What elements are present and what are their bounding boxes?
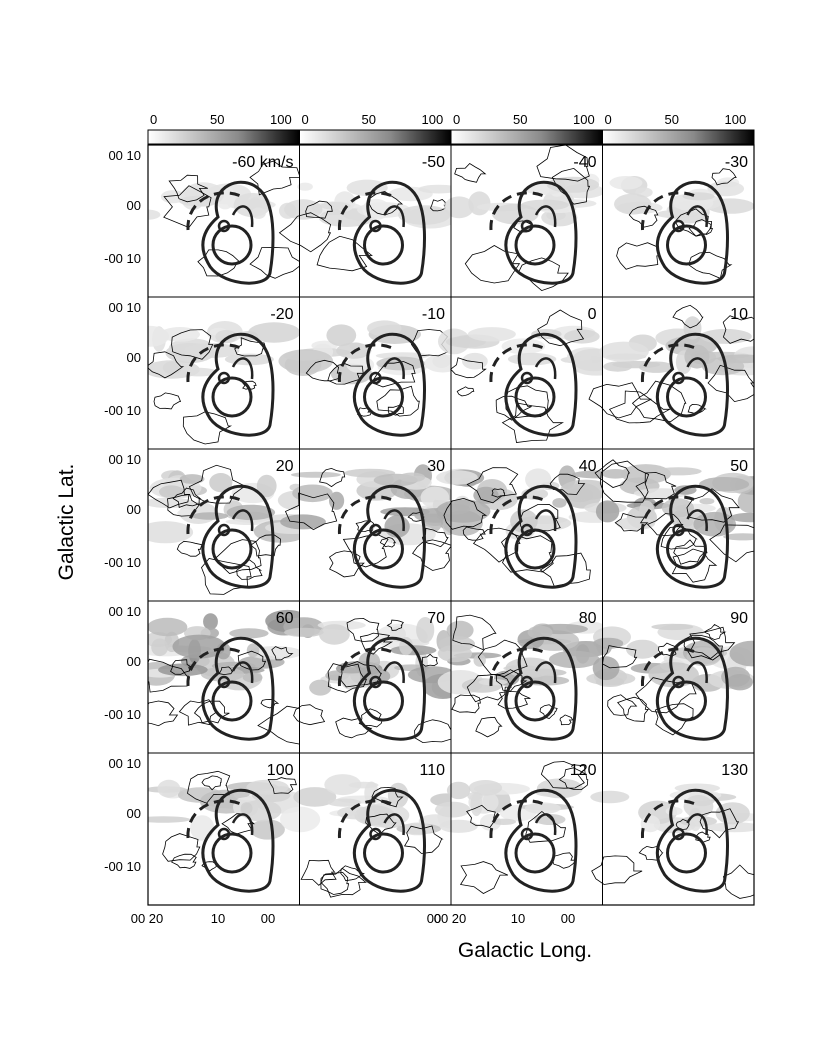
colorbar-tick-label: 0 bbox=[302, 112, 309, 127]
long-tick-label: 00 bbox=[561, 911, 575, 926]
colorbar bbox=[602, 129, 755, 145]
colorbar-tick-label: 50 bbox=[362, 112, 376, 127]
panel-velocity-labels: -60 km/s -50 -40 -30 -20 -10 0 10 20 30 40 50 60 70 80… bbox=[232, 154, 748, 779]
lat-tick-label: 00 bbox=[127, 654, 141, 669]
velocity-label: -20 bbox=[270, 306, 293, 323]
velocity-label: 70 bbox=[427, 610, 445, 627]
long-tick-label: 00 20 bbox=[131, 911, 164, 926]
lat-tick-label: 00 bbox=[127, 502, 141, 517]
velocity-label: 30 bbox=[427, 458, 445, 475]
lat-tick-label: -00 10 bbox=[104, 859, 141, 874]
axes: Galactic Lat. Galactic Long. 00 10 00 -00 … bbox=[55, 148, 592, 962]
channel-panel bbox=[278, 297, 461, 449]
channel-panel bbox=[588, 297, 754, 449]
channel-panel bbox=[280, 449, 464, 601]
colorbar-tick-label: 50 bbox=[210, 112, 224, 127]
colorbar-tick-label: 100 bbox=[725, 112, 747, 127]
channel-panel bbox=[148, 297, 301, 449]
lat-tick-label: -00 10 bbox=[104, 707, 141, 722]
lat-tick-label: 00 10 bbox=[108, 756, 141, 771]
colorbar-tick-label: 0 bbox=[150, 112, 157, 127]
channel-panel bbox=[278, 145, 459, 297]
colorbar-tick-label: 100 bbox=[270, 112, 292, 127]
lat-tick-label: 00 10 bbox=[108, 148, 141, 163]
colorbar bbox=[450, 129, 603, 145]
velocity-label: 120 bbox=[570, 762, 597, 779]
velocity-label: -50 bbox=[422, 154, 445, 171]
velocity-label: 50 bbox=[730, 458, 748, 475]
colorbar-tick-label: 0 bbox=[453, 112, 460, 127]
velocity-label: 110 bbox=[419, 762, 445, 779]
colorbar-tick-label: 50 bbox=[513, 112, 527, 127]
velocity-label: 100 bbox=[267, 762, 294, 779]
velocity-label: 0 bbox=[588, 306, 597, 323]
channel-panel bbox=[280, 753, 464, 905]
channel-panel bbox=[437, 601, 610, 753]
channel-panel bbox=[438, 297, 620, 449]
y-axis-label: Galactic Lat. bbox=[55, 464, 78, 581]
channel-panel bbox=[586, 601, 754, 753]
lat-tick-label: 00 10 bbox=[108, 604, 141, 619]
channel-panel bbox=[590, 753, 754, 905]
long-tick-label: 00 20 bbox=[434, 911, 467, 926]
long-tick-label: 10 bbox=[511, 911, 525, 926]
lat-tick-label: 00 10 bbox=[108, 300, 141, 315]
colorbar-tick-label: 0 bbox=[605, 112, 612, 127]
channel-panel bbox=[148, 601, 313, 753]
velocity-label: -10 bbox=[422, 306, 445, 323]
lat-tick-label: 00 bbox=[127, 806, 141, 821]
channel-panel bbox=[148, 449, 321, 601]
colorbars: 0 50 100 0 50 100 0 50 100 0 50 100 bbox=[147, 112, 755, 145]
lat-tick-label: -00 10 bbox=[104, 251, 141, 266]
velocity-label: 10 bbox=[730, 306, 748, 323]
channel-panel bbox=[435, 753, 603, 905]
lat-tick-label: 00 bbox=[127, 350, 141, 365]
velocity-label: 130 bbox=[721, 762, 748, 779]
channel-panel bbox=[444, 145, 605, 297]
velocity-label: 20 bbox=[276, 458, 294, 475]
velocity-label: -30 bbox=[725, 154, 748, 171]
lat-tick-label: 00 bbox=[127, 198, 141, 213]
lat-tick-label: -00 10 bbox=[104, 555, 141, 570]
velocity-label: 60 bbox=[276, 610, 294, 627]
velocity-label: 90 bbox=[730, 610, 748, 627]
colorbar-tick-label: 100 bbox=[573, 112, 595, 127]
channel-panel bbox=[584, 449, 754, 601]
colorbar-tick-label: 50 bbox=[665, 112, 679, 127]
panel-grid bbox=[148, 145, 754, 905]
channel-panel bbox=[436, 449, 625, 601]
velocity-label: -40 bbox=[573, 154, 596, 171]
long-tick-label: 00 bbox=[261, 911, 275, 926]
velocity-label: -60 km/s bbox=[232, 154, 293, 171]
long-tick-label: 10 bbox=[211, 911, 225, 926]
colorbar-tick-label: 100 bbox=[422, 112, 444, 127]
lat-tick-label: 00 10 bbox=[108, 452, 141, 467]
long-tick-label: 00 bbox=[427, 911, 441, 926]
velocity-label: 80 bbox=[579, 610, 597, 627]
channel-panel bbox=[602, 145, 754, 297]
panel-borders bbox=[147, 144, 755, 906]
velocity-label: 40 bbox=[579, 458, 597, 475]
lat-tick-label: -00 10 bbox=[104, 403, 141, 418]
x-axis-label: Galactic Long. bbox=[458, 939, 592, 962]
colorbar bbox=[299, 129, 452, 145]
colorbar bbox=[147, 129, 300, 145]
